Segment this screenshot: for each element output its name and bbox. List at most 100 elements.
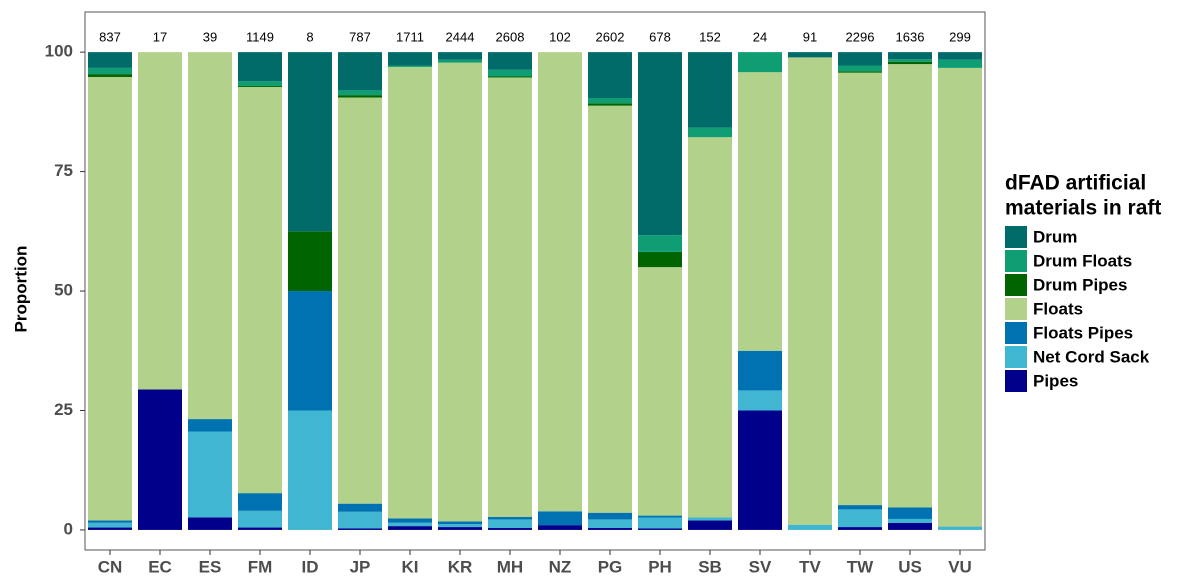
bar-segment	[838, 71, 882, 73]
legend-label: Floats	[1033, 299, 1083, 318]
bar-segment	[938, 59, 982, 68]
count-label: 1636	[896, 29, 925, 44]
bar-segment	[838, 72, 882, 506]
bar-segment	[738, 350, 782, 391]
count-label: 787	[349, 29, 371, 44]
bar-segment	[888, 522, 932, 530]
bar-segment	[688, 127, 732, 138]
x-tick-label: PG	[598, 557, 623, 576]
plot-panel	[84, 11, 986, 551]
count-label: 102	[549, 29, 571, 44]
bar-segment	[538, 52, 582, 512]
count-label: 2444	[446, 29, 475, 44]
bar-segment	[238, 81, 282, 87]
bar-segment	[938, 52, 982, 60]
legend-key	[1005, 250, 1027, 272]
bar-segment	[588, 512, 632, 520]
bar-segment	[388, 522, 432, 527]
bar-segment	[588, 103, 632, 106]
bar-segment	[88, 520, 132, 523]
y-tick-label: 75	[54, 161, 73, 180]
bar-segment	[888, 64, 932, 508]
bar-segment	[888, 61, 932, 65]
bar-segment	[138, 52, 182, 390]
bar-segment	[638, 267, 682, 516]
bar-segment	[688, 517, 732, 521]
count-label: 17	[153, 29, 167, 44]
bar-segment	[188, 52, 232, 420]
bar-segment	[438, 527, 482, 530]
count-label: 299	[949, 29, 971, 44]
bar-segment	[438, 52, 482, 60]
x-tick-label: JP	[350, 557, 371, 576]
bar-segment	[88, 74, 132, 77]
bar-segment	[138, 389, 182, 530]
bar-segment	[338, 528, 382, 530]
count-label: 2296	[846, 29, 875, 44]
bar-segment	[688, 52, 732, 128]
count-label: 678	[649, 29, 671, 44]
bar-segment	[638, 517, 682, 529]
bar-segment	[338, 503, 382, 512]
bar-segment	[238, 87, 282, 494]
bar-segment	[488, 77, 532, 518]
legend-label: Floats Pipes	[1033, 323, 1133, 342]
x-tick-label: TW	[847, 557, 874, 576]
bar-segment	[788, 57, 832, 525]
count-label: 1711	[396, 29, 424, 44]
bar-segment	[88, 52, 132, 68]
bar-segment	[638, 251, 682, 268]
bar-segment	[238, 86, 282, 88]
bar-segment	[788, 524, 832, 530]
bar-segment	[788, 52, 832, 58]
bar-segment	[338, 511, 382, 529]
bar-segment	[488, 52, 532, 70]
x-tick-label: SB	[698, 557, 722, 576]
bar-segment	[638, 52, 682, 236]
bar-segment	[638, 515, 682, 518]
bar-segment	[288, 410, 332, 530]
bar-segment	[338, 97, 382, 504]
x-tick-label: KI	[402, 557, 419, 576]
x-tick-label: MH	[497, 557, 523, 576]
bar-segment	[188, 431, 232, 518]
bar-segment	[438, 59, 482, 63]
bar-segment	[238, 493, 282, 511]
x-tick-label: KR	[448, 557, 473, 576]
bar-segment	[438, 521, 482, 525]
bar-segment	[488, 69, 532, 77]
legend-key	[1005, 298, 1027, 320]
y-tick-label: 100	[45, 42, 73, 61]
bar-segment	[938, 526, 982, 530]
bar-segment	[588, 98, 632, 104]
bar-segment	[838, 505, 882, 510]
bar-segment	[88, 527, 132, 530]
bar-segment	[188, 517, 232, 530]
bar-segment	[438, 62, 482, 522]
y-tick-label: 0	[64, 519, 73, 538]
bar-segment	[238, 52, 282, 82]
bar-segment	[888, 518, 932, 523]
bar-segment	[338, 90, 382, 96]
bar-segment	[588, 105, 632, 513]
count-label: 24	[753, 29, 767, 44]
legend-key	[1005, 226, 1027, 248]
bar-segment	[288, 231, 332, 292]
bar-segment	[888, 52, 932, 60]
bar-segment	[488, 517, 532, 520]
bar-segment	[538, 525, 582, 530]
bar-segment	[588, 519, 632, 529]
bar-segment	[438, 524, 482, 528]
legend-title: dFAD artificial	[1005, 172, 1146, 195]
bar-segment	[488, 519, 532, 529]
x-tick-label: TV	[799, 557, 821, 576]
bar-segment	[938, 67, 982, 527]
y-tick-label: 50	[54, 281, 73, 300]
x-tick-label: CN	[98, 557, 123, 576]
bar-segment	[738, 72, 782, 351]
legend-label: Net Cord Sack	[1033, 347, 1150, 366]
y-tick-label: 25	[54, 400, 73, 419]
legend-label: Drum	[1033, 227, 1077, 246]
count-label: 837	[99, 29, 121, 44]
bar-segment	[288, 291, 332, 411]
